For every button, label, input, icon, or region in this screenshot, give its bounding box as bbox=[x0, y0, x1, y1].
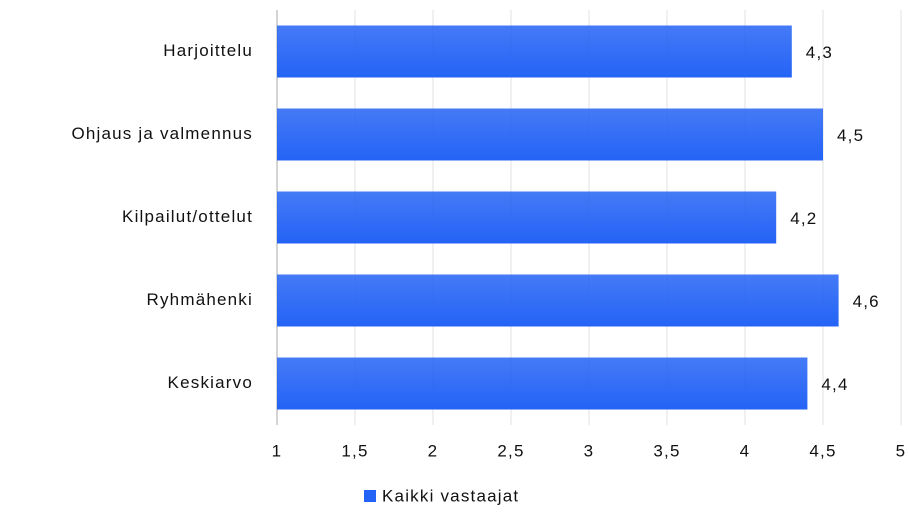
x-tick-label: 4 bbox=[740, 441, 751, 460]
y-tick-label: Ryhmähenki bbox=[147, 290, 254, 309]
value-label: 4,2 bbox=[790, 209, 817, 228]
bar bbox=[277, 191, 777, 244]
x-tick-label: 5 bbox=[896, 441, 907, 460]
bar bbox=[277, 25, 792, 78]
x-tick-label: 3,5 bbox=[653, 441, 680, 460]
x-tick-label: 2,5 bbox=[497, 441, 524, 460]
x-tick-label: 1,5 bbox=[341, 441, 368, 460]
bar bbox=[277, 274, 839, 327]
value-label: 4,4 bbox=[821, 375, 848, 394]
x-tick-label: 4,5 bbox=[809, 441, 836, 460]
x-tick-label: 1 bbox=[272, 441, 283, 460]
legend-swatch bbox=[364, 490, 376, 502]
y-tick-label: Keskiarvo bbox=[168, 373, 253, 392]
value-label: 4,6 bbox=[853, 292, 880, 311]
y-tick-label: Kilpailut/ottelut bbox=[122, 207, 253, 226]
x-tick-label: 3 bbox=[584, 441, 595, 460]
bar bbox=[277, 108, 823, 161]
value-label: 4,3 bbox=[806, 43, 833, 62]
legend-label: Kaikki vastaajat bbox=[382, 486, 519, 505]
value-label: 4,5 bbox=[837, 126, 864, 145]
y-tick-label: Harjoittelu bbox=[163, 41, 253, 60]
x-tick-label: 2 bbox=[428, 441, 439, 460]
y-tick-label: Ohjaus ja valmennus bbox=[71, 124, 253, 143]
bar bbox=[277, 357, 808, 410]
